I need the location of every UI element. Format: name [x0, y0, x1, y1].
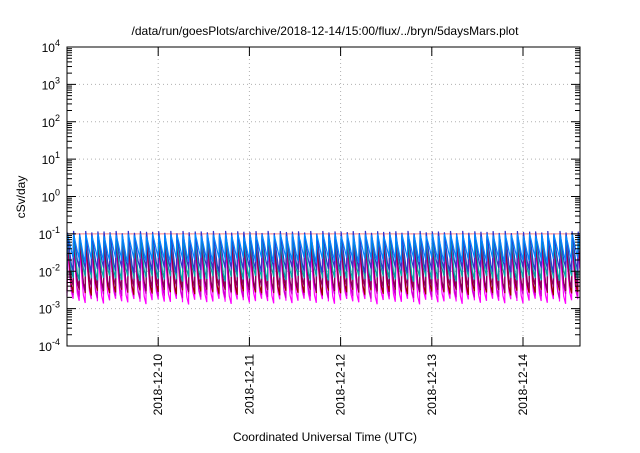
y-tick-exponent: 0 [55, 188, 60, 198]
y-axis-title: cSv/day [14, 176, 28, 219]
x-tick-label: 2018-12-14 [516, 354, 530, 416]
y-tick-exponent: 3 [55, 75, 60, 85]
x-axis-labels: 2018-12-10 2018-12-11 2018-12-12 2018-12-13… [151, 354, 530, 416]
y-tick-exponent: 1 [55, 150, 60, 160]
chart-title: /data/run/goesPlots/archive/2018-12-14/1… [132, 24, 520, 38]
y-tick-exponent: -1 [52, 225, 60, 235]
y-tick-exponent: -3 [52, 300, 60, 310]
y-tick-exponent: 4 [55, 38, 60, 48]
x-tick-label: 2018-12-13 [425, 354, 439, 416]
y-tick-exponent: -4 [52, 337, 60, 347]
y-tick-label: 10-4 [39, 337, 60, 354]
series-lines [66, 230, 581, 305]
y-tick-exponent: -2 [52, 262, 60, 272]
x-tick-label: 2018-12-11 [242, 354, 256, 415]
grid-lines [67, 47, 580, 346]
series-line [66, 233, 581, 264]
x-tick-label: 2018-12-12 [334, 354, 348, 416]
y-tick-label: 102 [42, 113, 60, 130]
x-tick-label: 2018-12-10 [151, 354, 165, 416]
y-tick-label: 101 [42, 150, 60, 167]
y-tick-label: 103 [42, 75, 60, 92]
y-tick-label: 100 [42, 188, 60, 205]
y-tick-label: 104 [42, 38, 60, 55]
y-tick-label: 10-1 [39, 225, 60, 242]
y-tick-label: 10-3 [39, 300, 60, 317]
axis-ticks [67, 46, 580, 347]
y-tick-exponent: 2 [55, 113, 60, 123]
y-tick-label: 10-2 [39, 262, 60, 279]
x-axis-title: Coordinated Universal Time (UTC) [233, 430, 417, 444]
